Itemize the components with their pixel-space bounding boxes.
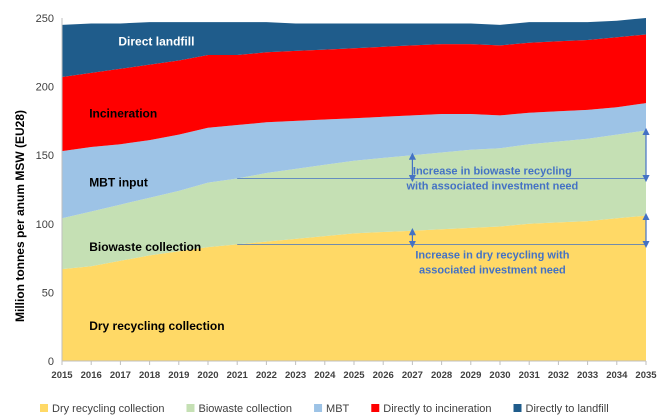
y-tick-label: 200 [36, 82, 54, 94]
area-label-mbt: MBT input [89, 175, 148, 189]
area-labels: Direct landfill Incineration MBT input Biow… [89, 35, 224, 333]
y-axis-label: Million tonnes per anum MSW (EU28) [13, 110, 27, 322]
y-tick-label: 150 [36, 150, 54, 162]
x-tick-label: 2017 [110, 370, 131, 381]
chart-annotations: Increase in biowaste recycling with assoc… [237, 127, 650, 276]
x-tick-label: 2033 [577, 370, 598, 381]
legend-label-bio: Biowaste collection [198, 403, 292, 415]
legend-label-mbt: MBT [326, 403, 350, 415]
x-tick-label: 2021 [227, 370, 249, 381]
area-mbt [62, 103, 646, 219]
x-tick-label: 2018 [139, 370, 160, 381]
annotation-text-dry: Increase in dry recycling with [415, 249, 569, 261]
x-tick-label: 2015 [51, 370, 73, 381]
legend-swatch-inc [371, 404, 380, 412]
y-tick-label: 50 [42, 287, 54, 299]
annotation-text-bio: with associated investment need [406, 181, 579, 193]
area-dry [62, 215, 646, 361]
x-tick-label: 2016 [81, 370, 102, 381]
area-label-lf: Direct landfill [118, 35, 194, 49]
x-tick-label: 2032 [548, 370, 569, 381]
area-label-inc: Incineration [89, 107, 157, 121]
x-tick-label: 2031 [519, 370, 541, 381]
legend-label-inc: Directly to incineration [383, 403, 491, 415]
area-bio [62, 130, 646, 270]
chart-axes: 0 50 100 150 200 250 2015 2016 2017 2018 2019 2020 2… [36, 13, 658, 381]
x-tick-label: 2025 [343, 370, 365, 381]
x-tick-label: 2029 [460, 370, 481, 381]
legend-swatch-bio [186, 404, 195, 412]
area-label-bio: Biowaste collection [89, 240, 201, 254]
x-tick-label: 2026 [373, 370, 394, 381]
x-tick-label: 2034 [606, 370, 628, 381]
annotation-text-bio: Increase in biowaste recycling [413, 166, 572, 178]
area-label-dry: Dry recycling collection [89, 319, 224, 333]
area-lf [62, 18, 646, 77]
x-tick-label: 2020 [197, 370, 218, 381]
chart-legend: Dry recycling collection Biowaste collect… [40, 403, 609, 415]
legend-swatch-mbt [314, 404, 323, 412]
legend-swatch-lf [513, 404, 522, 412]
legend-swatch-dry [40, 404, 48, 412]
y-tick-label: 100 [36, 219, 54, 231]
x-tick-label: 2024 [314, 370, 336, 381]
plot-areas [62, 18, 646, 361]
legend-label-dry: Dry recycling collection [52, 403, 164, 415]
x-tick-label: 2035 [635, 370, 657, 381]
x-tick-label: 2023 [285, 370, 306, 381]
legend-label-lf: Directly to landfill [526, 403, 609, 415]
y-tick-label: 0 [48, 356, 54, 368]
x-tick-label: 2030 [489, 370, 510, 381]
x-tick-label: 2022 [256, 370, 277, 381]
annotation-text-dry: associated investment need [419, 264, 566, 276]
x-tick-label: 2028 [431, 370, 452, 381]
y-tick-label: 250 [36, 13, 54, 25]
x-tick-label: 2027 [402, 370, 423, 381]
area-inc [62, 34, 646, 152]
x-tick-label: 2019 [168, 370, 189, 381]
